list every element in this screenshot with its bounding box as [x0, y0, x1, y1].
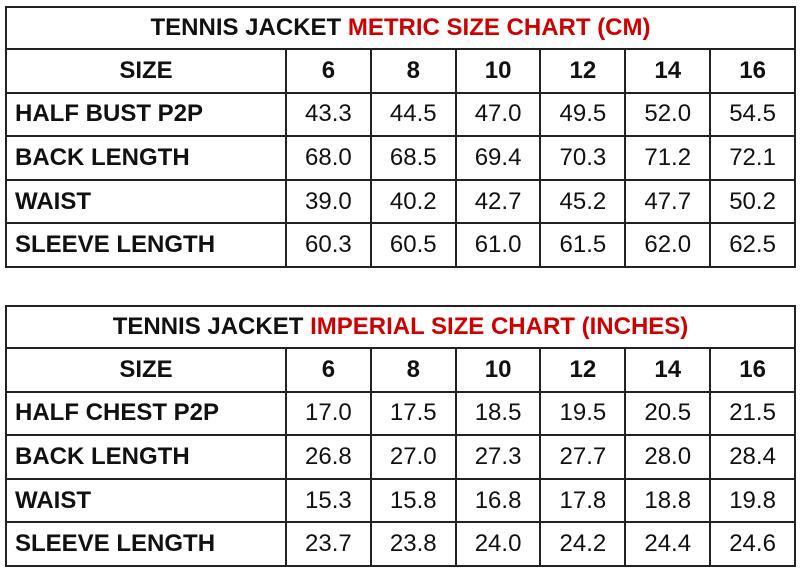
size-header: 8	[369, 48, 457, 94]
size-header: 16	[709, 347, 796, 393]
measurement-value: 28.0	[624, 434, 712, 480]
table-row: SLEEVE LENGTH 23.7 23.8 24.0 24.2 24.4 24.6	[5, 521, 796, 567]
measurement-value: 21.5	[709, 390, 796, 437]
title-prefix: TENNIS JACKET	[112, 313, 304, 340]
table-row: HALF CHEST P2P 17.0 17.5 18.5 19.5 20.5 21.5	[5, 390, 796, 437]
measurement-value: 17.0	[285, 390, 372, 437]
size-header: 8	[369, 347, 457, 393]
table-row: HALF BUST P2P 43.3 44.5 47.0 49.5 52.0 54.5	[5, 91, 796, 138]
measurement-value: 62.5	[709, 222, 796, 268]
measurement-value: 20.5	[624, 390, 712, 437]
title-highlight: METRIC SIZE CHART (CM)	[347, 14, 651, 41]
measurement-value: 60.3	[285, 222, 372, 268]
measurement-value: 17.8	[539, 477, 627, 524]
chart-title: TENNIS JACKET IMPERIAL SIZE CHART (INCHE…	[5, 305, 796, 349]
measurement-label: WAIST	[5, 178, 287, 225]
measurement-value: 61.5	[539, 222, 627, 268]
measurement-value: 24.6	[709, 521, 796, 567]
measurement-value: 24.4	[624, 521, 712, 567]
measurement-value: 52.0	[624, 91, 712, 138]
metric-size-chart: TENNIS JACKET METRIC SIZE CHART (CM) SIZE…	[5, 6, 796, 268]
measurement-value: 23.7	[285, 521, 372, 567]
measurement-value: 42.7	[454, 178, 542, 225]
title-row: TENNIS JACKET METRIC SIZE CHART (CM)	[5, 6, 796, 50]
measurement-value: 19.8	[709, 477, 796, 524]
size-header: 16	[709, 48, 796, 94]
measurement-value: 50.2	[709, 178, 796, 225]
measurement-value: 24.2	[539, 521, 627, 567]
header-row: SIZE 6 8 10 12 14 16	[5, 347, 796, 393]
measurement-value: 19.5	[539, 390, 627, 437]
measurement-value: 60.5	[369, 222, 457, 268]
measurement-value: 28.4	[709, 434, 796, 480]
size-label-header: SIZE	[5, 347, 287, 393]
measurement-value: 45.2	[539, 178, 627, 225]
measurement-value: 27.3	[454, 434, 542, 480]
measurement-value: 39.0	[285, 178, 372, 225]
imperial-size-chart: TENNIS JACKET IMPERIAL SIZE CHART (INCHE…	[5, 305, 796, 567]
measurement-label: SLEEVE LENGTH	[5, 521, 287, 567]
measurement-value: 24.0	[454, 521, 542, 567]
size-label-header: SIZE	[5, 48, 287, 94]
size-header: 14	[624, 48, 712, 94]
measurement-value: 69.4	[454, 135, 542, 181]
measurement-value: 62.0	[624, 222, 712, 268]
measurement-value: 17.5	[369, 390, 457, 437]
measurement-value: 71.2	[624, 135, 712, 181]
measurement-value: 27.7	[539, 434, 627, 480]
measurement-label: HALF BUST P2P	[5, 91, 287, 138]
table-row: SLEEVE LENGTH 60.3 60.5 61.0 61.5 62.0 62.5	[5, 222, 796, 268]
measurement-value: 68.5	[369, 135, 457, 181]
size-header: 6	[285, 347, 372, 393]
table-row: WAIST 15.3 15.8 16.8 17.8 18.8 19.8	[5, 477, 796, 524]
measurement-value: 43.3	[285, 91, 372, 138]
title-prefix: TENNIS JACKET	[150, 14, 342, 41]
measurement-value: 15.3	[285, 477, 372, 524]
measurement-label: BACK LENGTH	[5, 135, 287, 181]
measurement-label: BACK LENGTH	[5, 434, 287, 480]
measurement-value: 40.2	[369, 178, 457, 225]
measurement-value: 26.8	[285, 434, 372, 480]
measurement-value: 54.5	[709, 91, 796, 138]
measurement-value: 61.0	[454, 222, 542, 268]
size-header: 14	[624, 347, 712, 393]
measurement-value: 72.1	[709, 135, 796, 181]
table-row: WAIST 39.0 40.2 42.7 45.2 47.7 50.2	[5, 178, 796, 225]
measurement-value: 18.8	[624, 477, 712, 524]
chart-title: TENNIS JACKET METRIC SIZE CHART (CM)	[5, 6, 796, 50]
measurement-value: 70.3	[539, 135, 627, 181]
measurement-value: 23.8	[369, 521, 457, 567]
measurement-value: 15.8	[369, 477, 457, 524]
table-row: BACK LENGTH 68.0 68.5 69.4 70.3 71.2 72.1	[5, 135, 796, 181]
measurement-value: 47.0	[454, 91, 542, 138]
size-header: 12	[539, 48, 627, 94]
size-header: 10	[454, 48, 542, 94]
measurement-label: WAIST	[5, 477, 287, 524]
measurement-value: 27.0	[369, 434, 457, 480]
size-header: 10	[454, 347, 542, 393]
measurement-value: 44.5	[369, 91, 457, 138]
measurement-label: HALF CHEST P2P	[5, 390, 287, 437]
title-row: TENNIS JACKET IMPERIAL SIZE CHART (INCHE…	[5, 305, 796, 349]
table-row: BACK LENGTH 26.8 27.0 27.3 27.7 28.0 28.4	[5, 434, 796, 480]
measurement-value: 68.0	[285, 135, 372, 181]
size-header: 12	[539, 347, 627, 393]
measurement-value: 16.8	[454, 477, 542, 524]
measurement-value: 47.7	[624, 178, 712, 225]
measurement-value: 49.5	[539, 91, 627, 138]
measurement-label: SLEEVE LENGTH	[5, 222, 287, 268]
title-highlight: IMPERIAL SIZE CHART (INCHES)	[310, 313, 689, 340]
header-row: SIZE 6 8 10 12 14 16	[5, 48, 796, 94]
measurement-value: 18.5	[454, 390, 542, 437]
size-header: 6	[285, 48, 372, 94]
